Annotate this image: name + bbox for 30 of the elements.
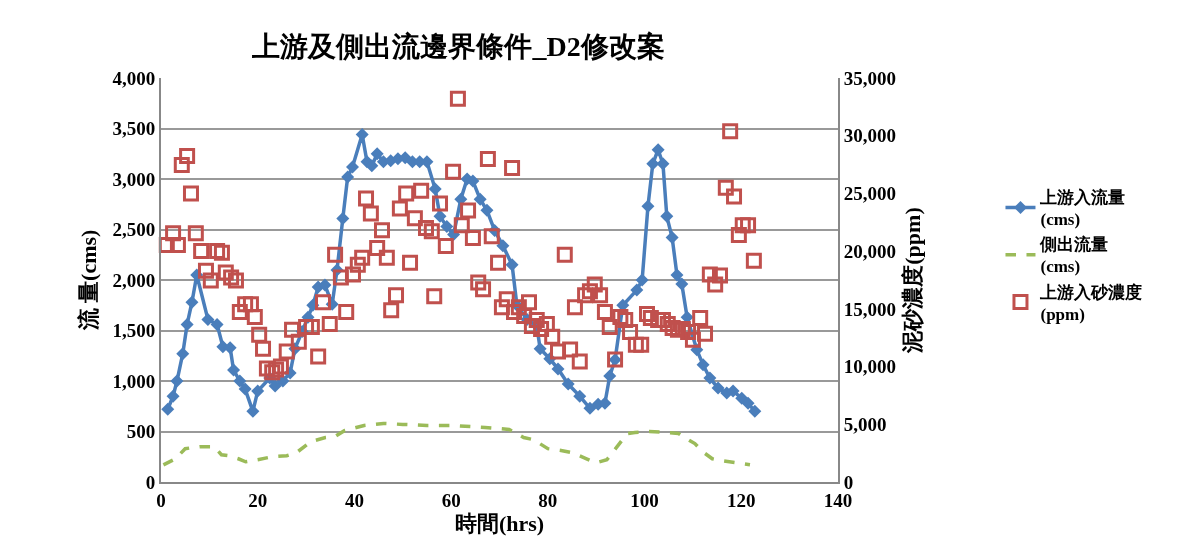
x-axis-title: 時間(hrs) bbox=[454, 511, 545, 537]
y-tick-label: 0 bbox=[145, 471, 156, 493]
y-tick-label: 4,000 bbox=[112, 67, 156, 89]
y-tick-label: 500 bbox=[126, 421, 156, 443]
x-tick-label: 100 bbox=[630, 489, 659, 511]
legend-label: 上游入砂濃度(ppm) bbox=[1039, 282, 1143, 324]
y2-tick-label: 25,000 bbox=[843, 183, 897, 205]
y2-tick-label: 10,000 bbox=[843, 356, 897, 378]
x-tick-label: 80 bbox=[538, 489, 558, 511]
y2-axis-title: 泥砂濃度(ppm) bbox=[900, 207, 926, 354]
y2-tick-label: 20,000 bbox=[843, 240, 897, 262]
y-tick-label: 3,000 bbox=[112, 168, 156, 190]
line-series bbox=[161, 421, 752, 467]
x-tick-label: 40 bbox=[344, 489, 364, 511]
y-tick-label: 1,500 bbox=[112, 320, 156, 342]
y-tick-label: 2,500 bbox=[112, 219, 156, 241]
chart-title: 上游及側出流邊界條件_D2修改案 bbox=[251, 31, 665, 62]
y-tick-label: 2,000 bbox=[112, 269, 156, 291]
y2-tick-label: 30,000 bbox=[843, 125, 897, 147]
y-axis-title: 流 量(cms) bbox=[75, 229, 101, 332]
x-tick-label: 60 bbox=[441, 489, 461, 511]
x-tick-label: 120 bbox=[727, 489, 756, 511]
y-tick-label: 1,000 bbox=[112, 370, 156, 392]
legend-label: 側出流量(cms) bbox=[1039, 235, 1109, 277]
y2-tick-label: 35,000 bbox=[843, 67, 897, 89]
y-tick-label: 3,500 bbox=[112, 118, 156, 140]
legend-label: 上游入流量(cms) bbox=[1039, 188, 1126, 230]
x-tick-label: 20 bbox=[248, 489, 268, 511]
y2-tick-label: 5,000 bbox=[843, 413, 887, 435]
y2-tick-label: 15,000 bbox=[843, 298, 897, 320]
